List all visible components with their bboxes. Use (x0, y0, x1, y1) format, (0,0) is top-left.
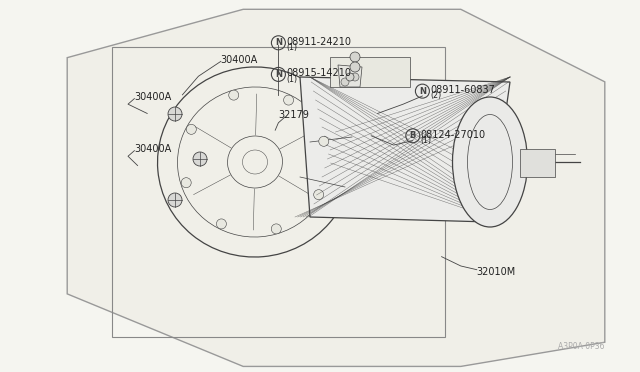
Bar (330, 57, 410, 87)
Text: (2): (2) (430, 92, 442, 100)
Circle shape (350, 62, 360, 72)
Polygon shape (300, 77, 510, 222)
Text: 08124-27010: 08124-27010 (420, 130, 486, 140)
Bar (112, 46, 445, 337)
Circle shape (186, 124, 196, 134)
Text: N: N (275, 70, 282, 79)
Polygon shape (67, 9, 605, 366)
Text: B: B (410, 131, 416, 140)
Circle shape (346, 73, 354, 81)
Circle shape (351, 73, 359, 81)
Text: A3P0A 0P36: A3P0A 0P36 (558, 342, 605, 351)
Text: (1): (1) (420, 136, 431, 145)
Circle shape (181, 178, 191, 188)
Circle shape (228, 90, 239, 100)
Circle shape (350, 52, 360, 62)
Text: 08911-24210: 08911-24210 (286, 37, 351, 46)
Text: 30400A: 30400A (221, 55, 258, 64)
Circle shape (271, 224, 281, 234)
Circle shape (168, 107, 182, 121)
Text: N: N (419, 87, 426, 96)
Circle shape (216, 219, 227, 229)
Text: 32179: 32179 (278, 110, 309, 120)
Text: (1): (1) (286, 43, 297, 52)
Bar (520, 149, 555, 177)
Circle shape (168, 193, 182, 207)
Circle shape (314, 190, 324, 200)
Text: 08911-60837: 08911-60837 (430, 85, 495, 95)
Text: 08915-14210: 08915-14210 (286, 68, 351, 78)
Text: 30400A: 30400A (134, 144, 172, 154)
Text: 32010M: 32010M (477, 267, 516, 276)
Circle shape (319, 136, 329, 146)
Circle shape (193, 152, 207, 166)
Circle shape (341, 78, 349, 86)
Text: N: N (275, 38, 282, 47)
Circle shape (284, 95, 294, 105)
Text: 30400A: 30400A (134, 92, 172, 102)
Ellipse shape (452, 97, 527, 227)
Text: (1): (1) (286, 75, 297, 84)
Polygon shape (338, 65, 362, 87)
